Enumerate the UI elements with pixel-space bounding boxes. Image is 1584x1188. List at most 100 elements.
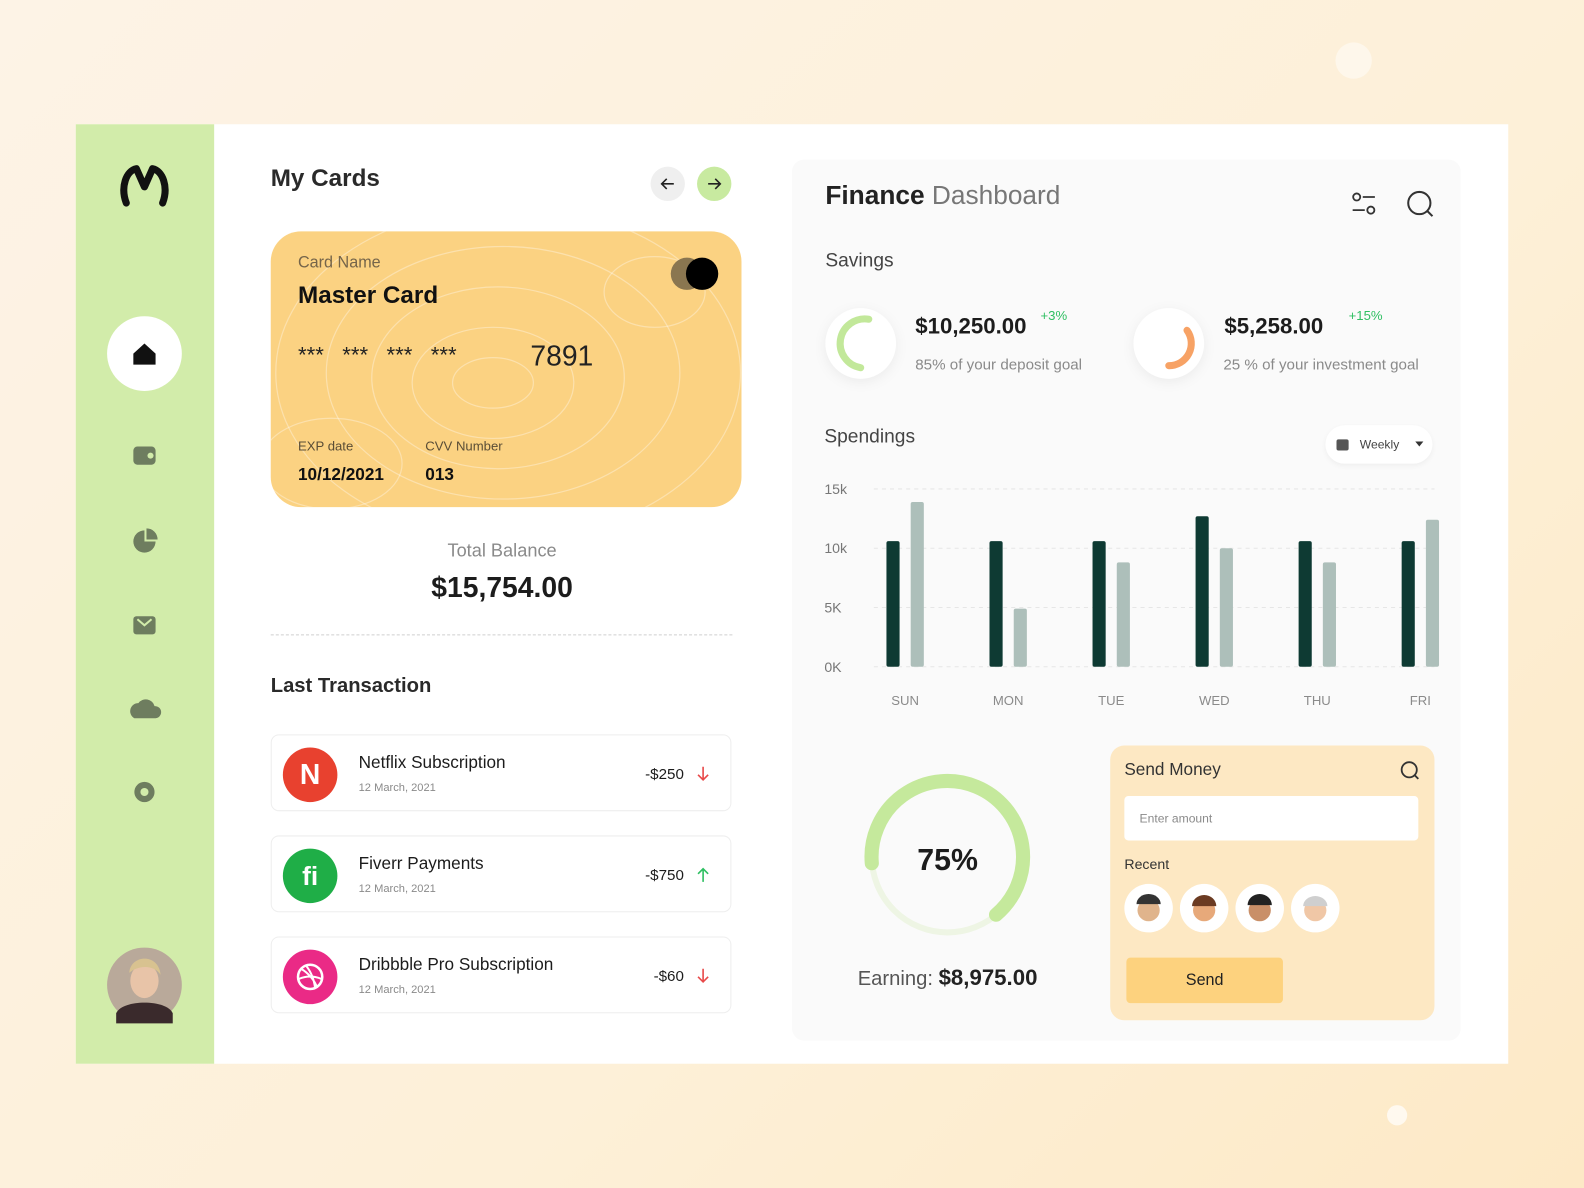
tx-icon-letter: fi [302,860,319,891]
contact-hair [1192,895,1217,907]
tx-date: 12 March, 2021 [358,781,436,795]
transaction-row[interactable]: Dribbble Pro Subscription 12 March, 2021… [270,936,732,1014]
contour [371,286,625,470]
bar [1013,608,1027,667]
tx-name: Dribbble Pro Subscription [358,954,554,974]
send-search[interactable] [1399,760,1421,782]
cvv-value: 013 [425,464,454,484]
recent-label: Recent [1124,855,1170,872]
filter-button[interactable] [1352,192,1376,215]
input-placeholder: Enter amount [1139,811,1213,826]
tx-date: 12 March, 2021 [358,882,436,896]
savings-change: +3% [1040,308,1068,324]
savings-change: +15% [1348,308,1383,324]
next-arrow [708,178,722,190]
gauge-arc [864,773,1031,922]
arrow [697,968,709,984]
decor-dot [1387,1105,1408,1126]
credit-card[interactable]: Card Name Master Card *** *** *** *** 78… [270,231,742,508]
bar [1195,516,1209,667]
title-light: Dashboard [931,179,1061,211]
sidebar-icons [107,165,182,1024]
card-name-label: Card Name [298,254,381,272]
nav-chart[interactable] [133,528,158,553]
period-dropdown[interactable]: Weekly [1325,425,1433,464]
transaction-row[interactable]: N Netflix Subscription 12 March, 2021 -$… [270,734,732,812]
contour [451,357,534,409]
avatar-shirt [116,1002,173,1024]
contact[interactable] [1235,883,1284,933]
card-logo-right [685,257,719,290]
next-button[interactable] [697,166,732,202]
savings-rings [825,308,1205,379]
section-title: Last Transaction [270,674,432,698]
exp-value: 10/12/2021 [298,464,384,484]
user-avatar[interactable] [107,947,182,1024]
arrow [697,766,709,782]
savings-amount: $5,258.00 [1224,313,1324,339]
y-tick-label: 15k [824,481,848,497]
contact[interactable] [1179,883,1229,933]
y-tick-label: 10k [824,540,848,556]
spendings-chart: 0K 5K 10k 15k SUN MON TUE WED THU FRI [824,481,1440,708]
prev-button[interactable] [650,166,685,202]
send-title: Send Money [1124,759,1221,779]
period-label: Weekly [1359,437,1400,452]
earning-label: Earning: [857,967,933,990]
caret-shape [1415,441,1424,447]
card-pattern [270,231,742,508]
bar [1322,562,1336,667]
tx-arrow-down [697,766,709,782]
send-button[interactable]: Send [1126,957,1283,1004]
earning-percent: 75% [917,843,978,877]
bar [886,541,900,667]
tx-date: 12 March, 2021 [358,983,436,997]
avatar-face [130,963,159,999]
contact[interactable] [1291,883,1340,933]
section-title: Spendings [824,426,916,448]
dribbble-lines [298,965,322,990]
tx-icon-letter: N [299,758,321,790]
contact-cap [1136,894,1161,905]
contact[interactable] [1124,883,1173,933]
bar [1092,541,1106,667]
contour [411,326,575,440]
savings-note: 25 % of your investment goal [1223,356,1419,374]
tx-amount: -$60 [653,967,684,985]
cvv-label: CVV Number [425,438,503,454]
logo [120,165,169,207]
amount-input[interactable]: Enter amount [1124,796,1419,841]
tx-icon [282,848,338,904]
balance-value: $15,754.00 [431,571,573,604]
dribbble-ball [296,963,324,991]
card-nav [650,166,732,202]
nav-wallet[interactable] [133,446,156,465]
x-tick-label: THU [1304,693,1331,708]
contact-hair [1247,894,1272,906]
calendar-body [1336,439,1349,451]
tx-icon-bg [282,747,338,803]
contour [275,231,742,508]
search-handle [1426,210,1434,217]
tx-icon [282,949,338,1005]
search-button[interactable] [1407,190,1434,217]
nav-home[interactable] [107,316,182,391]
transaction-row[interactable]: fi Fiverr Payments 12 March, 2021 -$750 [270,835,732,913]
balance-label: Total Balance [447,540,557,561]
earning-amount: $8,975.00 [938,964,1038,990]
search-handle [1414,774,1419,780]
filter-knob [1366,205,1376,215]
card-name: Master Card [298,281,439,310]
tx-arrow-down [697,968,709,984]
section-title: Savings [825,250,894,272]
search-lens [1400,761,1418,779]
send-button-label: Send [1185,971,1224,989]
filter-knob [1352,192,1362,202]
bar [1401,541,1415,667]
x-tick-label: TUE [1098,693,1124,708]
calendar-icon [1336,439,1349,451]
nav-cloud[interactable] [130,699,162,719]
